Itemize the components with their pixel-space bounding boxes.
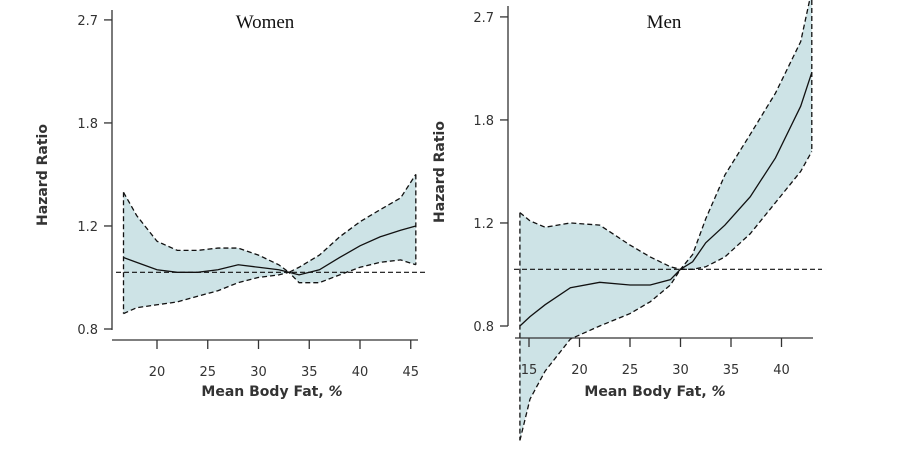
hazard-ratio-line <box>123 225 417 276</box>
x-tick-label: 25 <box>199 365 216 380</box>
x-tick-label: 45 <box>402 365 419 380</box>
x-axis-label-unit: % <box>329 384 343 400</box>
panel-men: Men Hazard Ratio Mean Body Fat, % 0.8 1.2… <box>432 0 822 441</box>
y-tick-label: 0.8 <box>77 323 98 338</box>
x-tick-label: 35 <box>301 365 318 380</box>
panel-title-men: Men <box>647 12 682 33</box>
y-tick-label: 2.7 <box>473 11 494 26</box>
x-axis-label-text: Mean Body Fat, <box>584 384 706 400</box>
x-tick-label: 30 <box>250 365 267 380</box>
x-tick-label: 40 <box>773 363 790 378</box>
x-tick-label: 15 <box>521 363 538 378</box>
x-tick-label: 25 <box>622 363 639 378</box>
confidence-band <box>123 174 416 314</box>
lower-ci-line <box>123 259 417 315</box>
x-axis-label-text: Mean Body Fat, <box>201 384 323 400</box>
x-tick-label: 30 <box>672 363 689 378</box>
y-axis-label-men: Hazard Ratio <box>432 121 448 223</box>
x-tick-label: 40 <box>352 365 369 380</box>
x-axis-label-unit: % <box>712 384 726 400</box>
upper-ci-line <box>122 174 417 274</box>
panel-title-women: Women <box>236 12 295 33</box>
x-tick-label: 35 <box>723 363 740 378</box>
panel-women: Women Hazard Ratio Mean Body Fat, % 0.8 1… <box>35 10 428 400</box>
y-axis-label-women: Hazard Ratio <box>35 124 51 226</box>
x-tick-label: 20 <box>149 365 166 380</box>
y-tick-label: 1.8 <box>77 117 98 132</box>
y-tick-label: 1.8 <box>473 114 494 129</box>
x-tick-label: 20 <box>571 363 588 378</box>
confidence-band <box>519 0 812 441</box>
x-axis-label-men: Mean Body Fat, % <box>584 384 725 400</box>
y-tick-label: 1.2 <box>77 220 98 235</box>
y-tick-label: 2.7 <box>77 14 98 29</box>
hazard-ratio-line <box>519 72 813 327</box>
y-tick-label: 0.8 <box>473 320 494 335</box>
y-tick-label: 1.2 <box>473 217 494 232</box>
x-axis-label-women: Mean Body Fat, % <box>201 384 342 400</box>
upper-ci-line <box>519 0 811 271</box>
